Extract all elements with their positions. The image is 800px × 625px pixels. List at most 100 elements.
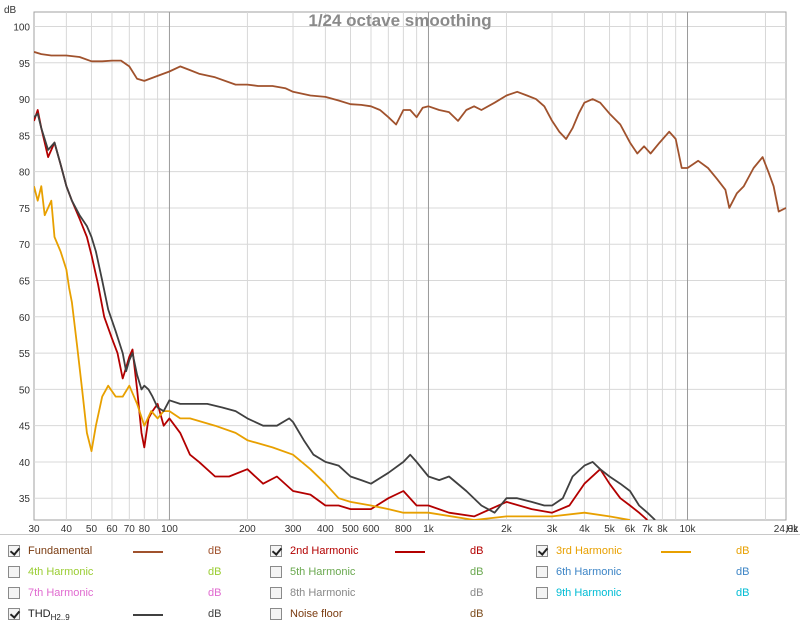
checkbox-unchecked[interactable] — [536, 566, 548, 578]
legend-label: 4th Harmonic — [28, 566, 93, 578]
legend-label: 9th Harmonic — [556, 587, 621, 599]
checkbox-checked[interactable] — [270, 545, 282, 557]
legend-item-4th-harmonic[interactable]: 4th Harmonic dB — [8, 563, 258, 583]
legend-item-3rd-harmonic[interactable]: 3rd Harmonic dB — [536, 542, 786, 562]
x-tick-label: 800 — [395, 524, 412, 534]
legend-item-2nd-harmonic[interactable]: 2nd Harmonic dB — [270, 542, 520, 562]
legend-unit: dB — [470, 566, 484, 578]
checkbox-unchecked[interactable] — [536, 587, 548, 599]
x-tick-label: 1k — [423, 524, 435, 534]
x-tick-label: 3k — [547, 524, 559, 534]
legend-label: 7th Harmonic — [28, 587, 93, 599]
legend-unit: dB — [470, 587, 484, 599]
legend-unit: dB — [208, 545, 222, 557]
legend-swatch — [133, 551, 163, 553]
series-line-2nd-harmonic — [34, 109, 648, 520]
checkbox-checked[interactable] — [536, 545, 548, 557]
legend-label: THDH2..9 — [28, 608, 70, 622]
legend-label-subscript: H2..9 — [50, 613, 70, 623]
checkbox-unchecked[interactable] — [8, 587, 20, 599]
x-tick-label: 40 — [61, 524, 73, 534]
y-tick-label: 60 — [19, 313, 31, 324]
x-tick-label: 300 — [285, 524, 302, 534]
y-tick-label: 85 — [19, 131, 31, 142]
checkbox-checked[interactable] — [8, 608, 20, 620]
legend-swatch — [133, 614, 163, 616]
legend-label: 8th Harmonic — [290, 587, 355, 599]
legend-label-text: THD — [28, 608, 51, 620]
legend-label-text: 6th Harmonic — [556, 566, 622, 578]
legend-label: Noise floor — [290, 608, 343, 620]
y-tick-label: 45 — [19, 422, 31, 433]
checkbox-checked[interactable] — [8, 545, 20, 557]
x-tick-label: 60 — [106, 524, 118, 534]
x-tick-label: 100 — [161, 524, 178, 534]
legend-unit: dB — [208, 608, 222, 620]
checkbox-unchecked[interactable] — [270, 566, 282, 578]
legend-item-9th-harmonic[interactable]: 9th Harmonic dB — [536, 584, 786, 604]
legend-item-5th-harmonic[interactable]: 5th Harmonic dB — [270, 563, 520, 583]
legend-label: 5th Harmonic — [290, 566, 355, 578]
x-axis: 30 40 50 60 70 80 100 200 300 400 500 600 800 1k 2k 3k 4… — [28, 524, 799, 534]
y-tick-label: 100 — [13, 23, 30, 34]
legend-label-text: 2nd Harmonic — [290, 545, 359, 557]
x-tick-label: 10k — [679, 524, 696, 534]
y-tick-label: 40 — [19, 458, 31, 469]
chart-area: 100 95 90 85 80 75 70 65 60 55 50 45 40 35 30 40 50 60 70… — [4, 5, 800, 534]
legend-unit: dB — [736, 566, 750, 578]
legend-item-6th-harmonic[interactable]: 6th Harmonic dB — [536, 563, 786, 583]
x-tick-label: 500 — [342, 524, 359, 534]
x-tick-label: 70 — [124, 524, 136, 534]
y-tick-label: 50 — [19, 385, 31, 396]
y-axis: 100 95 90 85 80 75 70 65 60 55 50 45 40 35 — [13, 23, 30, 506]
series-line-thdh2-9 — [34, 112, 656, 520]
legend-label-text: 8th Harmonic — [290, 587, 356, 599]
legend-item-noise-floor[interactable]: Noise floor dB — [270, 605, 520, 625]
x-tick-label: 50 — [86, 524, 98, 534]
legend-swatch — [395, 551, 425, 553]
y-tick-label: 65 — [19, 277, 31, 288]
legend-unit: dB — [208, 566, 222, 578]
x-tick-label: 80 — [139, 524, 151, 534]
y-tick-label: 95 — [19, 59, 31, 70]
legend-label-text: 5th Harmonic — [290, 566, 356, 578]
checkbox-unchecked[interactable] — [270, 608, 282, 620]
legend-label-text: 3rd Harmonic — [556, 545, 623, 557]
x-tick-label: 400 — [317, 524, 334, 534]
y-tick-label: 90 — [19, 95, 31, 106]
legend-unit: dB — [470, 545, 484, 557]
legend-item-fundamental[interactable]: Fundamental dB — [8, 542, 258, 562]
checkbox-unchecked[interactable] — [270, 587, 282, 599]
x-tick-label: 200 — [239, 524, 256, 534]
legend-label: 6th Harmonic — [556, 566, 621, 578]
legend-label: Fundamental — [28, 545, 92, 557]
legend-swatch — [661, 551, 691, 553]
legend-unit: dB — [736, 545, 750, 557]
legend-label-text: 7th Harmonic — [28, 587, 94, 599]
legend-label: 2nd Harmonic — [290, 545, 358, 557]
legend-label-text: 4th Harmonic — [28, 566, 94, 578]
x-tick-label: 5k — [604, 524, 616, 534]
x-tick-label: 600 — [363, 524, 380, 534]
x-tick-label: 4k — [579, 524, 591, 534]
legend-label-text: Noise floor — [290, 608, 343, 620]
x-tick-label: 6k — [625, 524, 637, 534]
legend-item-8th-harmonic[interactable]: 8th Harmonic dB — [270, 584, 520, 604]
y-tick-label: 80 — [19, 168, 31, 179]
legend-unit: dB — [208, 587, 222, 599]
legend-item-thd-h2-9[interactable]: THDH2..9 dB — [8, 605, 258, 625]
series-line-3rd-harmonic — [34, 185, 631, 520]
x-tick-label: 7k — [642, 524, 654, 534]
legend-item-7th-harmonic[interactable]: 7th Harmonic dB — [8, 584, 258, 604]
grid — [34, 12, 786, 520]
x-tick-label: 8k — [657, 524, 669, 534]
series-lines — [34, 51, 786, 520]
checkbox-unchecked[interactable] — [8, 566, 20, 578]
series-line-fundamental — [34, 51, 786, 213]
y-tick-label: 75 — [19, 204, 31, 215]
legend-unit: dB — [736, 587, 750, 599]
y-tick-label: 35 — [19, 494, 31, 505]
legend-unit: dB — [470, 608, 484, 620]
x-tick-label: 30 — [28, 524, 40, 534]
y-axis-unit: dB — [4, 5, 17, 16]
